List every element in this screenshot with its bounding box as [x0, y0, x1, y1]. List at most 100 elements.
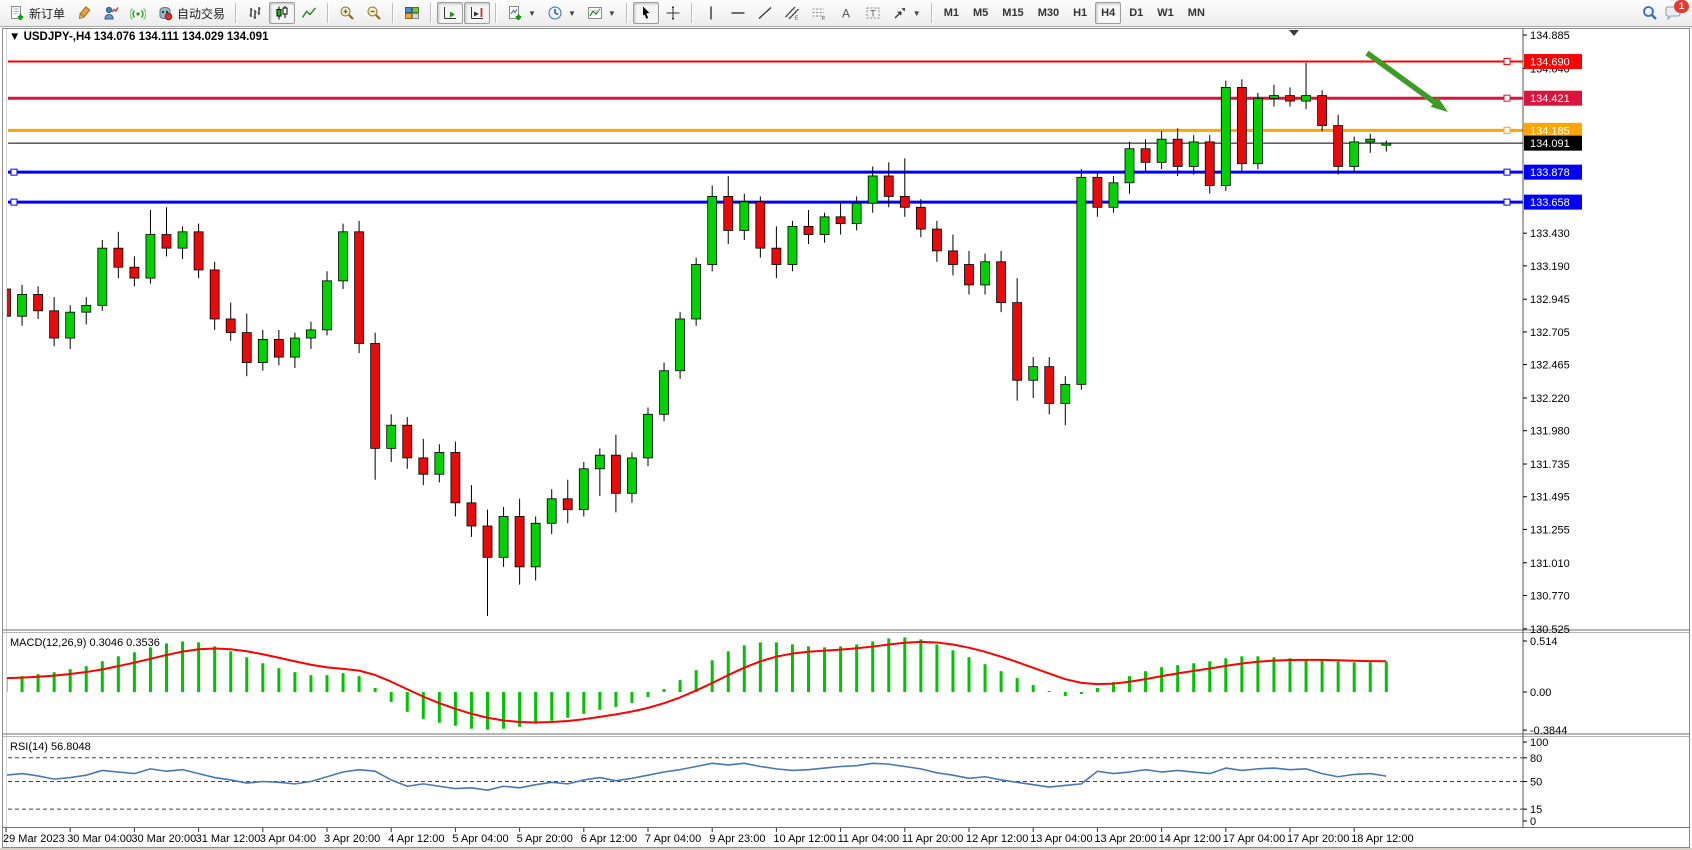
price-flag-134.091 [1524, 135, 1582, 151]
text-label-button[interactable]: T [860, 2, 886, 24]
macd-signal-line [7, 640, 1387, 724]
svg-text:10 Apr 12:00: 10 Apr 12:00 [773, 833, 835, 845]
svg-text:132.220: 132.220 [1530, 393, 1570, 405]
svg-text:-0.3844: -0.3844 [1530, 725, 1567, 737]
templates-button[interactable]: ▼ [582, 2, 621, 24]
chart-shift-icon [471, 7, 484, 19]
candlestick-chart-button[interactable] [269, 2, 296, 24]
svg-text:11 Apr 04:00: 11 Apr 04:00 [838, 833, 900, 845]
auto-trading-icon [159, 6, 173, 21]
tab-timeframe-M15[interactable]: M15 [1002, 7, 1024, 19]
auto-scroll-button[interactable] [437, 2, 464, 24]
horizontal-line-button[interactable] [725, 2, 751, 24]
svg-text:50: 50 [1530, 777, 1542, 789]
line-handle [10, 198, 18, 206]
auto-trading-button[interactable]: 自动交易 [152, 2, 230, 24]
svg-text:134.690: 134.690 [1530, 57, 1570, 69]
svg-text:F: F [822, 16, 826, 21]
chart-shift-button[interactable] [464, 2, 491, 24]
toolbar: 新订单 自动交易 ▼ [0, 0, 1692, 27]
equidistant-channel-button[interactable]: E [779, 2, 805, 24]
svg-text:130.770: 130.770 [1530, 590, 1570, 602]
notification-badge: 1 [1674, 0, 1689, 13]
rsi-line [7, 762, 1387, 791]
trendline-button[interactable] [752, 2, 778, 24]
price-flag-133.878 [1524, 164, 1582, 180]
fibonacci-button[interactable]: F [806, 2, 832, 24]
tab-timeframe-MN[interactable]: MN [1187, 7, 1205, 19]
svg-text:18 Apr 12:00: 18 Apr 12:00 [1351, 833, 1413, 845]
template-icon [587, 7, 602, 19]
svg-text:3 Apr 04:00: 3 Apr 04:00 [260, 833, 316, 845]
trend-arrow-annotation[interactable] [1365, 50, 1436, 105]
tile-windows-button[interactable] [399, 2, 425, 24]
indicators-button[interactable]: ▼ [502, 2, 541, 24]
svg-text:130.525: 130.525 [1530, 624, 1570, 636]
horizontal-line-icon [731, 12, 745, 14]
svg-text:15: 15 [1530, 804, 1542, 816]
svg-text:134.091: 134.091 [1530, 138, 1570, 150]
svg-text:134.421: 134.421 [1530, 93, 1570, 105]
svg-text:7 Apr 04:00: 7 Apr 04:00 [645, 833, 701, 845]
add-indicator-icon [509, 6, 522, 20]
svg-text:0.00: 0.00 [1530, 687, 1551, 699]
svg-text:12 Apr 12:00: 12 Apr 12:00 [966, 833, 1028, 845]
line-chart-icon [301, 7, 317, 18]
styler-button[interactable] [71, 2, 97, 24]
text-button[interactable]: A [833, 2, 859, 24]
svg-text:3 Apr 20:00: 3 Apr 20:00 [324, 833, 380, 845]
timeframe-group: M1 M5 M15 M30 H1 H4 D1 W1 MN [938, 2, 1211, 24]
trend-arrow-head[interactable] [1430, 97, 1448, 112]
tab-timeframe-M5[interactable]: M5 [973, 7, 989, 19]
new-order-button[interactable]: 新订单 [4, 2, 70, 24]
tab-timeframe-D1[interactable]: D1 [1129, 7, 1144, 19]
svg-text:133.878: 133.878 [1530, 167, 1570, 179]
line-handle [1503, 168, 1511, 176]
cursor-button[interactable] [632, 2, 659, 24]
market-watch-button[interactable] [98, 2, 124, 24]
svg-text:A: A [842, 7, 850, 21]
svg-text:30 Mar 04:00: 30 Mar 04:00 [67, 833, 132, 845]
periods-button[interactable]: ▼ [542, 2, 581, 24]
svg-text:100: 100 [1530, 737, 1548, 749]
candles[interactable] [2, 62, 1392, 616]
svg-text:132.465: 132.465 [1530, 360, 1570, 372]
crosshair-button[interactable] [660, 2, 686, 24]
channel-icon: E [784, 6, 799, 22]
arrows-button[interactable]: ▼ [887, 2, 926, 24]
svg-text:133.658: 133.658 [1530, 197, 1570, 209]
tab-timeframe-M30[interactable]: M30 [1037, 7, 1060, 19]
line-handle [1503, 94, 1511, 102]
notifications-button[interactable]: 1 [1664, 0, 1689, 21]
bar-chart-button[interactable] [242, 2, 268, 24]
search-button[interactable] [1637, 2, 1663, 24]
svg-text:4 Apr 12:00: 4 Apr 12:00 [388, 833, 444, 845]
signal-icon [130, 7, 147, 21]
svg-text:E: E [795, 16, 799, 22]
price-flag-134.421 [1524, 90, 1582, 106]
trendline-icon [758, 7, 772, 19]
line-chart-button[interactable] [296, 2, 322, 24]
macd-label: MACD(12,26,9) 0.3046 0.3536 [10, 637, 160, 649]
svg-text:5 Apr 04:00: 5 Apr 04:00 [452, 833, 508, 845]
tab-timeframe-H1[interactable]: H1 [1073, 7, 1088, 19]
svg-text:30 Mar 20:00: 30 Mar 20:00 [131, 833, 196, 845]
tab-timeframe-W1[interactable]: W1 [1157, 7, 1174, 19]
zoom-out-button[interactable] [361, 2, 387, 24]
svg-text:132.705: 132.705 [1530, 327, 1570, 339]
svg-text:131.255: 131.255 [1530, 524, 1570, 536]
vertical-line-icon [710, 6, 712, 20]
toolbar-separator [690, 3, 693, 23]
zoom-in-button[interactable] [334, 2, 360, 24]
tab-timeframe-M1[interactable]: M1 [943, 7, 959, 19]
toolbar-separator [430, 3, 433, 23]
svg-text:133.190: 133.190 [1530, 261, 1570, 273]
toolbar-separator [625, 3, 628, 23]
svg-text:31 Mar 12:00: 31 Mar 12:00 [196, 833, 261, 845]
tab-timeframe-H4[interactable]: H4 [1095, 2, 1122, 24]
shift-marker-icon[interactable] [1289, 30, 1299, 36]
signals-button[interactable] [125, 2, 151, 24]
svg-text:17 Apr 20:00: 17 Apr 20:00 [1287, 833, 1349, 845]
vertical-line-button[interactable] [698, 2, 724, 24]
